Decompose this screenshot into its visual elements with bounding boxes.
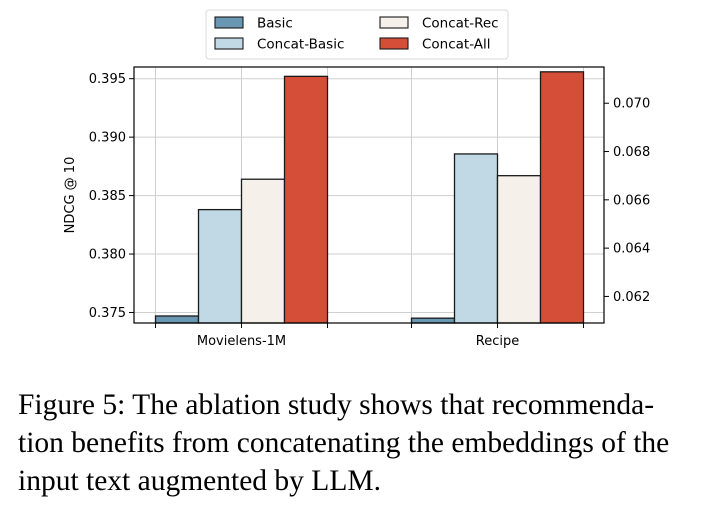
right-y-tick-label: 0.070	[613, 97, 650, 112]
legend: Basic Concat-Basic Concat-Rec Concat-All	[205, 9, 509, 60]
bar-concat-rec-movielens-1m	[240, 178, 286, 324]
figure-caption: Figure 5: The ablation study shows that …	[18, 386, 718, 500]
axes	[133, 66, 605, 324]
right-y-tick-label: 0.068	[613, 145, 650, 160]
legend-label: Concat-All	[422, 37, 491, 53]
bar-concat-basic-recipe	[453, 153, 499, 324]
bar-concat-rec-recipe	[496, 175, 542, 324]
left-y-tick-label: 0.385	[89, 189, 126, 204]
right-y-tick-label: 0.062	[613, 290, 650, 305]
bar-basic-recipe	[410, 317, 456, 324]
legend-swatch	[214, 37, 244, 50]
left-y-tick-label: 0.380	[89, 248, 126, 263]
left-y-tick-label: 0.390	[89, 131, 126, 146]
x-tick-label: Recipe	[476, 334, 519, 349]
bar-basic-movielens-1m	[154, 315, 200, 324]
bar-concat-basic-movielens-1m	[197, 208, 243, 324]
x-tick-label: Movielens-1M	[197, 334, 286, 349]
bars	[154, 71, 585, 324]
legend-swatch	[379, 37, 409, 50]
legend-swatch	[214, 16, 244, 29]
legend-swatch	[379, 16, 409, 29]
caption-line: tion benefits from concatenating the emb…	[18, 427, 670, 459]
legend-label: Basic	[257, 16, 293, 32]
bar-concat-all-recipe	[539, 71, 585, 324]
legend-label: Concat-Basic	[257, 37, 344, 53]
plot-frame	[133, 66, 605, 324]
y-axis-label: NDCG @ 10	[63, 157, 78, 234]
left-y-tick-label: 0.375	[89, 306, 126, 321]
left-y-axis: 0.375 0.380 0.385 0.390 0.395	[89, 72, 134, 321]
x-axis: Movielens-1M Recipe	[155, 323, 584, 349]
bar-concat-all-movielens-1m	[283, 75, 329, 324]
left-y-tick-label: 0.395	[89, 72, 126, 87]
caption-line: input text augmented by LLM.	[18, 465, 381, 497]
caption-line: Figure 5: The ablation study shows that …	[18, 389, 655, 421]
legend-frame	[205, 9, 509, 60]
right-y-axis: 0.062 0.064 0.066 0.068 0.070	[604, 97, 650, 305]
right-y-tick-label: 0.066	[613, 193, 650, 208]
right-y-tick-label: 0.064	[613, 242, 650, 257]
legend-label: Concat-Rec	[422, 16, 499, 32]
